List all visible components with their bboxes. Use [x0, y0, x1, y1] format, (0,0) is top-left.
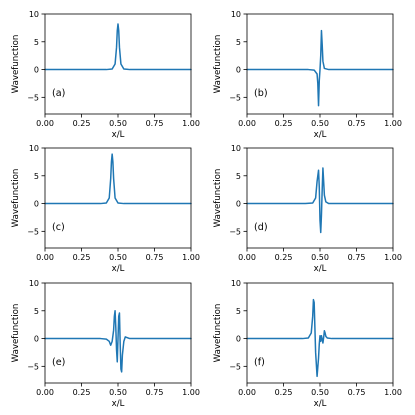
y-tick-label: −5: [27, 362, 39, 371]
x-tick-label: 0.25: [73, 253, 91, 262]
x-tick-label: 0.00: [36, 388, 54, 397]
subplot-5: 0.00 0.25 0.50 0.75 1.00 −5 0 5 10 x/L Wavefunctio…: [11, 279, 200, 409]
y-tick-label: 0: [236, 335, 241, 344]
x-axis-label: x/L: [314, 130, 327, 140]
y-tick-label: −5: [229, 362, 241, 371]
x-axis-label: x/L: [314, 264, 327, 274]
y-tick-label: 10: [29, 279, 39, 288]
y-tick-label: 10: [231, 10, 241, 19]
y-tick-label: 5: [236, 38, 241, 47]
x-tick-label: 1.00: [182, 253, 200, 262]
subplot-2: 0.00 0.25 0.50 0.75 1.00 −5 0 5 10 x/L Wavefunctio…: [213, 10, 402, 140]
y-tick-label: 0: [34, 66, 39, 75]
y-tick-label: 0: [34, 200, 39, 209]
wavefunction-line: [246, 167, 394, 234]
x-tick-label: 0.25: [73, 119, 91, 128]
x-tick-label: 0.50: [311, 253, 329, 262]
x-tick-label: 0.75: [348, 119, 366, 128]
x-tick-label: 1.00: [182, 388, 200, 397]
x-tick-label: 0.25: [73, 388, 91, 397]
x-tick-label: 0.50: [109, 388, 127, 397]
y-tick-label: 10: [231, 144, 241, 153]
panel-label: (c): [52, 222, 65, 233]
wavefunction-line: [44, 153, 192, 205]
y-tick-label: −5: [229, 93, 241, 102]
y-tick-label: −5: [229, 227, 241, 236]
y-tick-label: 0: [236, 66, 241, 75]
x-tick-label: 0.75: [146, 388, 164, 397]
y-tick-label: 5: [236, 172, 241, 181]
x-tick-label: 0.00: [238, 388, 256, 397]
x-axis-label: x/L: [112, 130, 125, 140]
y-tick-label: 0: [236, 200, 241, 209]
wavefunction-line: [44, 23, 192, 71]
x-tick-label: 0.50: [109, 119, 127, 128]
y-axis-label: Wavefunction: [213, 35, 223, 94]
x-tick-label: 1.00: [384, 388, 402, 397]
axes-frame: [44, 147, 192, 249]
x-tick-label: 0.25: [275, 119, 293, 128]
x-tick-label: 1.00: [384, 119, 402, 128]
x-axis-label: x/L: [112, 264, 125, 274]
x-tick-label: 0.50: [311, 119, 329, 128]
y-tick-label: 0: [34, 335, 39, 344]
wavefunction-line: [246, 29, 394, 107]
subplot-6: 0.00 0.25 0.50 0.75 1.00 −5 0 5 10 x/L Wavefunctio…: [213, 279, 402, 409]
x-tick-label: 0.50: [109, 253, 127, 262]
y-axis-label: Wavefunction: [11, 304, 21, 363]
y-axis-label: Wavefunction: [213, 304, 223, 363]
y-tick-label: 10: [29, 144, 39, 153]
y-tick-label: 10: [231, 279, 241, 288]
x-tick-label: 0.00: [36, 119, 54, 128]
x-tick-label: 0.75: [146, 253, 164, 262]
x-tick-label: 0.00: [36, 253, 54, 262]
x-tick-label: 0.75: [348, 253, 366, 262]
panel-label: (b): [254, 88, 268, 99]
y-tick-label: 5: [34, 172, 39, 181]
y-tick-label: −5: [27, 93, 39, 102]
subplot-4: 0.00 0.25 0.50 0.75 1.00 −5 0 5 10 x/L Wavefunctio…: [213, 144, 402, 274]
y-axis-label: Wavefunction: [213, 169, 223, 228]
wavefunction-line: [44, 310, 192, 373]
x-tick-label: 0.25: [275, 253, 293, 262]
x-tick-label: 0.50: [311, 388, 329, 397]
x-tick-label: 0.75: [146, 119, 164, 128]
y-tick-label: 10: [29, 10, 39, 19]
subplot-3: 0.00 0.25 0.50 0.75 1.00 −5 0 5 10 x/L Wavefunctio…: [11, 144, 200, 274]
wavefunction-line: [246, 298, 394, 378]
y-axis-label: Wavefunction: [11, 169, 21, 228]
panel-label: (a): [52, 88, 65, 99]
x-tick-label: 1.00: [182, 119, 200, 128]
x-axis-label: x/L: [314, 399, 327, 409]
subplot-1: 0.00 0.25 0.50 0.75 1.00 −5 0 5 10 x/L Wavefunctio…: [11, 10, 200, 140]
y-tick-label: 5: [34, 307, 39, 316]
x-tick-label: 0.75: [348, 388, 366, 397]
panel-label: (f): [254, 357, 265, 368]
axes-frame: [246, 282, 394, 384]
panel-label: (e): [52, 357, 65, 368]
panel-label: (d): [254, 222, 268, 233]
y-tick-label: 5: [236, 307, 241, 316]
x-tick-label: 0.00: [238, 119, 256, 128]
y-axis-label: Wavefunction: [11, 35, 21, 94]
y-tick-label: 5: [34, 38, 39, 47]
x-tick-label: 0.00: [238, 253, 256, 262]
x-axis-label: x/L: [112, 399, 125, 409]
x-tick-label: 0.25: [275, 388, 293, 397]
x-tick-label: 1.00: [384, 253, 402, 262]
y-tick-label: −5: [27, 227, 39, 236]
